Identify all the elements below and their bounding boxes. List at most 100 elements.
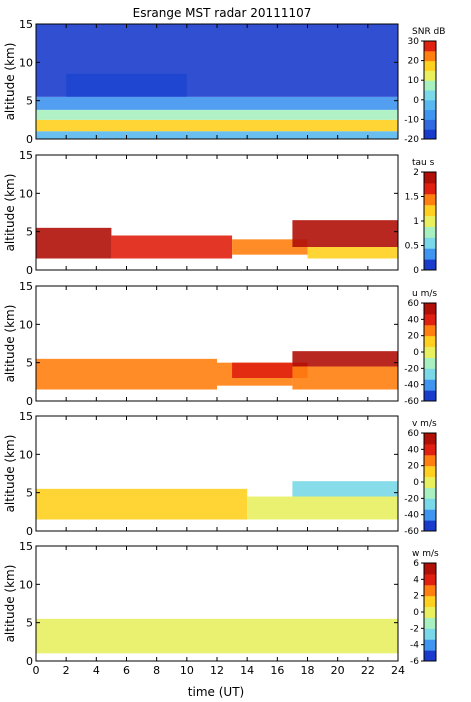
colorbar-tick-label: -6	[410, 657, 419, 667]
colorbar-swatch	[424, 617, 436, 629]
y-axis-label: altitude (km)	[3, 435, 17, 513]
colorbar-tick-label: 10	[408, 76, 420, 86]
colorbar-swatch	[424, 346, 436, 358]
chart-title: Esrange MST radar 20111107	[133, 6, 312, 20]
y-tick-label: 15	[19, 18, 33, 31]
data-region-1	[36, 488, 248, 520]
colorbar-swatch	[424, 584, 436, 597]
colorbar-swatch	[424, 573, 436, 586]
data-region-2	[247, 496, 398, 520]
y-tick-label: 5	[26, 487, 33, 500]
colorbar-swatch	[424, 109, 436, 120]
colorbar-tick-label: 40	[408, 445, 420, 455]
y-tick-label: 5	[26, 617, 33, 630]
colorbar-swatch	[424, 433, 436, 445]
colorbar-tick-label: -40	[404, 511, 419, 521]
colorbar-swatch	[424, 90, 436, 101]
colorbar-swatch	[424, 465, 436, 478]
x-axis-label: time (UT)	[188, 685, 244, 699]
y-tick-label: 5	[26, 357, 33, 370]
colorbar-tick-label: 60	[408, 299, 420, 309]
y-tick-label: 0	[26, 133, 33, 146]
y-axis-label: altitude (km)	[3, 174, 17, 252]
data-region-1	[36, 227, 112, 259]
y-axis-label: altitude (km)	[3, 565, 17, 643]
colorbar-swatch	[424, 215, 436, 227]
data-region-4	[292, 351, 398, 367]
colorbar-tick-label: -20	[404, 364, 419, 374]
colorbar-tick-label: -60	[404, 397, 419, 407]
data-region-4	[36, 96, 398, 110]
colorbar-swatch	[424, 41, 436, 52]
colorbar-swatch	[424, 172, 436, 184]
data-regions	[36, 351, 398, 390]
y-tick-label: 10	[19, 56, 33, 69]
data-region-2	[36, 109, 398, 120]
data-regions	[36, 24, 398, 139]
colorbar-label: w m/s	[412, 549, 439, 559]
colorbar-tick-label: 20	[408, 332, 420, 342]
colorbar-swatch	[424, 650, 436, 662]
colorbar-swatch	[424, 119, 436, 130]
colorbar-tick-label: 0	[413, 348, 419, 358]
x-tick-label: 0	[33, 664, 40, 677]
colorbar-swatch	[424, 476, 436, 488]
colorbar: w m/s -6 -4 -2 0 2 4 6	[410, 549, 439, 667]
colorbar-tick-label: 30	[408, 37, 420, 47]
data-region-3	[232, 239, 308, 255]
colorbar-tick-label: 40	[408, 315, 420, 325]
data-region-3	[232, 362, 308, 378]
y-tick-label: 0	[26, 655, 33, 668]
x-tick-label: 6	[123, 664, 130, 677]
x-tick-label: 20	[331, 664, 345, 677]
colorbar: tau s 0 0.5 1 1.5 2	[405, 158, 437, 276]
x-tick-label: 16	[270, 664, 284, 677]
colorbar-tick-label: -20	[404, 135, 419, 145]
colorbar-tick-label: -20	[404, 494, 419, 504]
y-tick-label: 10	[19, 187, 33, 200]
x-tick-label: 24	[391, 664, 405, 677]
colorbar-tick-label: 20	[408, 57, 420, 67]
colorbar-swatch	[424, 357, 436, 369]
colorbar-tick-label: -10	[404, 115, 419, 125]
data-region-2	[217, 618, 398, 654]
y-tick-label: 10	[19, 318, 33, 331]
colorbar-tick-label: -60	[404, 527, 419, 537]
colorbar-swatch	[424, 520, 436, 532]
y-tick-label: 15	[19, 280, 33, 293]
colorbar-tick-label: 2	[413, 592, 419, 602]
colorbar-swatch	[424, 390, 436, 402]
colorbar-frame	[423, 40, 437, 140]
colorbar: v m/s -60 -40 -20 0 20 40 60	[404, 419, 437, 537]
colorbar-swatch	[424, 50, 436, 62]
x-tick-label: 22	[361, 664, 375, 677]
colorbar-swatch	[424, 129, 436, 140]
x-tick-label: 12	[210, 664, 224, 677]
colorbar-tick-label: -40	[404, 381, 419, 391]
x-tick-label: 10	[180, 664, 194, 677]
x-tick-label: 2	[63, 664, 70, 677]
colorbar-tick-label: 0.5	[405, 242, 419, 252]
y-tick-label: 15	[19, 410, 33, 423]
colorbar-swatch	[424, 443, 436, 456]
y-tick-label: 5	[26, 95, 33, 108]
data-region-1	[36, 358, 217, 390]
y-tick-label: 5	[26, 226, 33, 239]
colorbar-swatch	[424, 259, 436, 271]
y-tick-label: 10	[19, 578, 33, 591]
colorbar-tick-label: -4	[410, 641, 419, 651]
y-tick-label: 15	[19, 540, 33, 553]
colorbar-tick-label: 0	[413, 266, 419, 276]
colorbar-swatch	[424, 248, 436, 260]
y-tick-label: 15	[19, 149, 33, 162]
data-region-4	[292, 220, 398, 247]
colorbar: SNR dB -20 -10 0 10 20 30	[404, 27, 445, 145]
colorbar-tick-label: 1	[413, 217, 419, 227]
colorbar-swatch	[424, 487, 436, 499]
